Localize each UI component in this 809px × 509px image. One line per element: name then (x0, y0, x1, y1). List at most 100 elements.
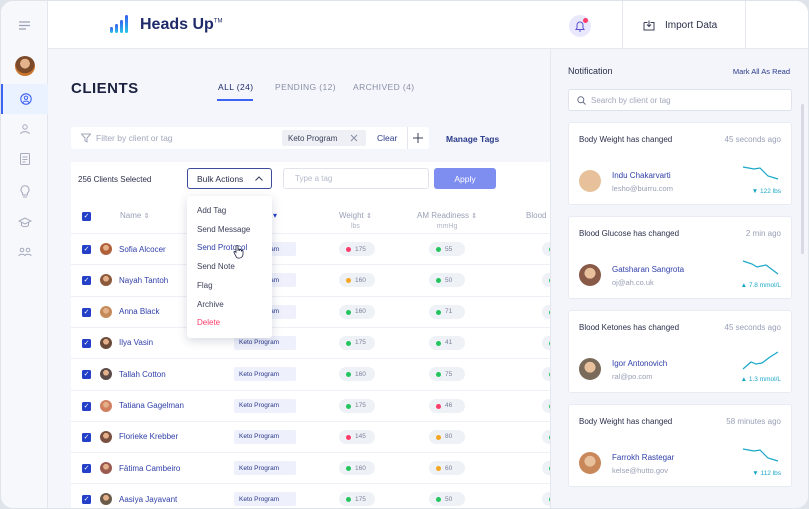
lightbulb-nav-icon[interactable] (1, 176, 48, 206)
notification-search-input[interactable]: Search by client or tag (568, 89, 792, 111)
weight-value: 160 (355, 370, 366, 378)
close-icon[interactable] (350, 134, 358, 142)
readiness-value: 75 (445, 370, 453, 378)
filter-input[interactable]: Filter by client or tag (96, 133, 173, 143)
menu-item-send-message[interactable]: Send Message (197, 224, 251, 234)
menu-item-flag[interactable]: Flag (197, 280, 213, 290)
row-checkbox[interactable]: ✓ (82, 245, 91, 254)
notification-card[interactable]: Blood Glucose has changed 2 min ago Gats… (568, 216, 792, 299)
table-row-client[interactable]: Ilya Vasin (100, 336, 153, 349)
weight-value: 145 (355, 433, 366, 441)
readiness-status-dot (436, 309, 441, 315)
menu-item-delete[interactable]: Delete (197, 318, 221, 328)
column-header-blood[interactable]: Blood (526, 211, 547, 220)
trend-sparkline-icon (742, 351, 779, 370)
client-avatar (100, 305, 112, 318)
table-row-client[interactable]: Aasiya Jayavant (100, 493, 177, 506)
readiness-status-dot (436, 247, 441, 252)
menu-item-archive[interactable]: Archive (197, 299, 224, 309)
weight-status-dot (346, 278, 351, 284)
notification-card[interactable]: Body Weight has changed 45 seconds ago I… (568, 122, 792, 205)
tab-all[interactable]: ALL (24) (218, 82, 254, 92)
notification-client-name[interactable]: Indu Chakarvarti (612, 171, 671, 180)
groups-nav-icon[interactable] (1, 237, 48, 267)
weight-pill: 175 (339, 492, 375, 507)
documents-nav-icon[interactable] (1, 144, 48, 174)
logo-text[interactable]: Heads UpTM (140, 16, 223, 33)
manage-tags-link[interactable]: Manage Tags (446, 134, 500, 144)
notification-client-email: kelse@hutto.gov (612, 466, 668, 475)
add-icon[interactable] (413, 133, 423, 143)
notification-client-name[interactable]: Farrokh Rastegar (612, 453, 675, 462)
notification-scrollbar[interactable] (801, 104, 804, 254)
import-data-label: Import Data (665, 19, 718, 31)
trend-arrow-icon: ▼ (751, 188, 759, 195)
notification-client-name[interactable]: Gatsharan Sangrota (612, 265, 685, 274)
tab-archived[interactable]: ARCHIVED (4) (353, 82, 415, 92)
row-checkbox[interactable]: ✓ (82, 495, 91, 505)
tag-input[interactable]: Type a tag (283, 168, 429, 189)
tab-all-underline (217, 99, 253, 101)
weight-pill: 160 (339, 273, 375, 288)
notification-bell-icon[interactable] (569, 15, 591, 37)
notification-avatar (579, 358, 601, 380)
row-checkbox[interactable]: ✓ (82, 401, 91, 411)
table-row-client[interactable]: Tallah Cotton (100, 368, 166, 381)
menu-item-send-protocol[interactable]: Send Protocol (197, 243, 248, 253)
table-row-client[interactable]: Florieke Krebber (100, 430, 179, 443)
table-row-client[interactable]: Sofia Alcocer (100, 243, 166, 255)
table-row-client[interactable]: Tatiana Gagelman (100, 399, 184, 412)
program-badge[interactable]: Keto Program (234, 461, 296, 476)
team-nav-icon[interactable] (1, 114, 48, 144)
client-avatar (100, 462, 112, 475)
column-header-weight[interactable]: Weight ⇕ lbs (339, 211, 372, 230)
row-checkbox[interactable]: ✓ (82, 307, 91, 317)
readiness-value: 71 (445, 308, 453, 316)
mark-all-read-link[interactable]: Mark All As Read (732, 67, 790, 76)
readiness-pill: 75 (429, 367, 465, 382)
tab-pending[interactable]: PENDING (12) (275, 82, 337, 92)
bulk-actions-dropdown[interactable]: Bulk Actions (187, 168, 272, 189)
client-name: Anna Black (119, 307, 160, 317)
program-badge[interactable]: Keto Program (234, 367, 296, 382)
program-badge[interactable]: Keto Program (234, 492, 296, 507)
user-avatar[interactable] (1, 51, 48, 81)
table-row-client[interactable]: Nayah Tantoh (100, 274, 168, 287)
menu-icon[interactable] (1, 10, 48, 40)
program-badge[interactable]: Keto Program (234, 429, 296, 444)
client-avatar (100, 243, 112, 255)
table-row-client[interactable]: Anna Black (100, 305, 160, 318)
row-divider (71, 452, 551, 454)
program-badge[interactable]: Keto Program (234, 398, 296, 413)
row-checkbox[interactable]: ✓ (82, 370, 91, 380)
row-checkbox[interactable]: ✓ (82, 464, 91, 474)
row-checkbox[interactable]: ✓ (82, 338, 91, 348)
row-checkbox[interactable]: ✓ (82, 432, 91, 442)
notification-client-name[interactable]: Igor Antonovich (612, 359, 668, 368)
clear-button[interactable]: Clear (377, 133, 398, 143)
client-name: Florieke Krebber (119, 432, 179, 442)
notification-card[interactable]: Blood Ketones has changed 45 seconds ago… (568, 310, 792, 393)
education-nav-icon[interactable] (1, 207, 48, 237)
menu-item-add-tag[interactable]: Add Tag (197, 206, 227, 215)
menu-item-send-note[interactable]: Send Note (197, 262, 235, 272)
column-header-readiness[interactable]: AM Readiness ⇕ mmHg (417, 211, 478, 230)
readiness-pill: 55 (429, 242, 465, 256)
clients-nav-icon[interactable] (1, 84, 48, 114)
program-badge[interactable]: Keto Program (234, 335, 296, 350)
row-divider (71, 326, 551, 328)
import-data-button[interactable]: Import Data (622, 1, 746, 49)
sort-icon[interactable]: ▾ (273, 211, 278, 220)
row-checkbox[interactable]: ✓ (82, 276, 91, 286)
weight-status-dot (346, 372, 351, 378)
apply-button[interactable]: Apply (434, 168, 496, 189)
readiness-pill: 50 (429, 492, 465, 507)
tag-chip-label: Keto Program (288, 133, 338, 143)
notification-avatar (579, 452, 601, 474)
table-row-client[interactable]: Fātima Cambeiro (100, 462, 180, 475)
logo-bars-icon (110, 15, 128, 33)
select-all-checkbox[interactable]: ✓ (82, 212, 91, 221)
notification-card[interactable]: Body Weight has changed 58 minutes ago F… (568, 404, 792, 487)
client-name: Tatiana Gagelman (119, 401, 184, 410)
column-header-name[interactable]: Name ⇕ (120, 211, 150, 220)
